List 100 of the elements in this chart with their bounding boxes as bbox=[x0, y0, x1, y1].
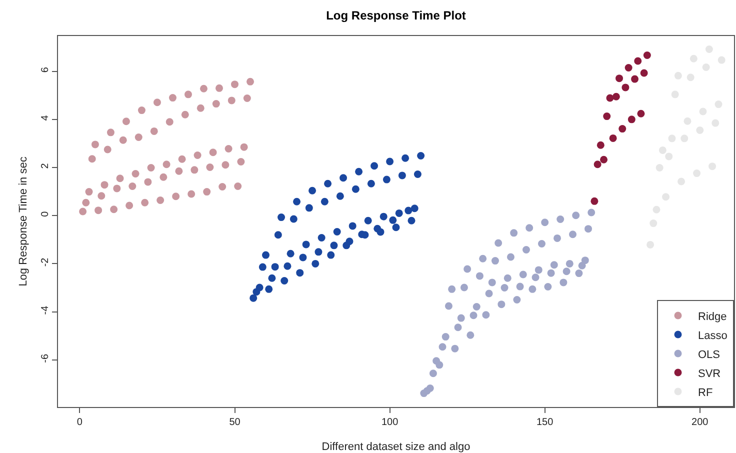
point bbox=[485, 290, 493, 298]
point bbox=[702, 64, 710, 72]
point bbox=[156, 196, 164, 204]
point bbox=[472, 302, 480, 310]
point bbox=[436, 361, 444, 369]
point bbox=[100, 181, 108, 189]
point bbox=[184, 90, 192, 98]
point bbox=[650, 220, 658, 228]
point bbox=[600, 156, 608, 164]
point bbox=[141, 198, 149, 206]
point bbox=[504, 274, 512, 282]
point bbox=[88, 155, 96, 163]
point bbox=[460, 284, 468, 292]
point bbox=[178, 155, 186, 163]
point bbox=[498, 300, 506, 308]
point bbox=[190, 166, 198, 174]
point bbox=[330, 242, 338, 250]
point bbox=[491, 257, 499, 265]
point bbox=[166, 118, 174, 126]
point bbox=[538, 240, 546, 248]
point bbox=[284, 262, 292, 270]
point bbox=[470, 312, 478, 320]
y-tick-label: 4 bbox=[40, 114, 51, 121]
point bbox=[175, 167, 183, 175]
point bbox=[464, 265, 472, 273]
point bbox=[560, 278, 568, 286]
point bbox=[547, 269, 555, 277]
point bbox=[522, 246, 530, 254]
point bbox=[488, 278, 496, 286]
point bbox=[718, 56, 726, 64]
point bbox=[200, 84, 208, 92]
point bbox=[85, 188, 93, 196]
y-tick-label: 0 bbox=[40, 210, 51, 217]
point bbox=[590, 197, 598, 205]
point bbox=[218, 183, 226, 191]
point bbox=[367, 180, 375, 188]
point bbox=[584, 225, 592, 233]
point bbox=[572, 212, 580, 220]
legend-label: Ridge bbox=[698, 310, 727, 323]
point bbox=[144, 178, 152, 186]
point bbox=[596, 141, 604, 149]
point bbox=[581, 256, 589, 264]
point bbox=[312, 260, 320, 268]
y-tick-label: -6 bbox=[40, 353, 51, 363]
point bbox=[686, 74, 694, 82]
point bbox=[662, 193, 670, 201]
point bbox=[318, 234, 326, 242]
point bbox=[612, 92, 620, 100]
point bbox=[454, 324, 462, 332]
point bbox=[194, 152, 202, 160]
y-tick-label: -2 bbox=[40, 257, 51, 267]
point bbox=[290, 215, 298, 223]
y-axis-title: Log Response Time in sec bbox=[18, 156, 30, 286]
point bbox=[216, 84, 223, 92]
point bbox=[712, 119, 720, 127]
point bbox=[656, 164, 664, 172]
point bbox=[410, 204, 418, 212]
point bbox=[444, 302, 452, 310]
point bbox=[500, 284, 508, 292]
point bbox=[429, 370, 437, 378]
point bbox=[643, 51, 651, 59]
point bbox=[395, 209, 403, 217]
point bbox=[386, 158, 394, 166]
point bbox=[168, 94, 176, 102]
point bbox=[665, 152, 673, 160]
point bbox=[634, 57, 642, 65]
point bbox=[658, 146, 666, 154]
point bbox=[370, 162, 378, 170]
point bbox=[652, 206, 660, 214]
point bbox=[510, 229, 518, 237]
point bbox=[340, 174, 348, 182]
x-tick-label: 50 bbox=[229, 417, 241, 428]
point bbox=[519, 270, 527, 278]
point bbox=[82, 198, 90, 206]
point bbox=[134, 133, 142, 141]
point bbox=[380, 212, 388, 220]
point bbox=[534, 266, 542, 274]
point bbox=[398, 172, 406, 180]
point bbox=[138, 106, 146, 114]
point bbox=[299, 254, 307, 262]
point bbox=[268, 274, 276, 282]
point bbox=[126, 202, 134, 210]
point bbox=[162, 160, 170, 168]
point bbox=[324, 180, 332, 188]
point bbox=[231, 80, 238, 88]
point bbox=[476, 272, 484, 280]
point bbox=[622, 84, 630, 92]
point bbox=[320, 198, 328, 206]
point bbox=[305, 204, 313, 212]
point bbox=[188, 190, 196, 198]
point bbox=[513, 296, 521, 304]
point bbox=[684, 117, 692, 125]
point bbox=[674, 72, 682, 80]
point bbox=[256, 284, 264, 292]
point bbox=[624, 64, 632, 72]
point bbox=[566, 260, 574, 268]
y-tick-label: -4 bbox=[40, 305, 51, 315]
point bbox=[262, 251, 270, 259]
point bbox=[526, 224, 534, 232]
point bbox=[110, 206, 118, 214]
